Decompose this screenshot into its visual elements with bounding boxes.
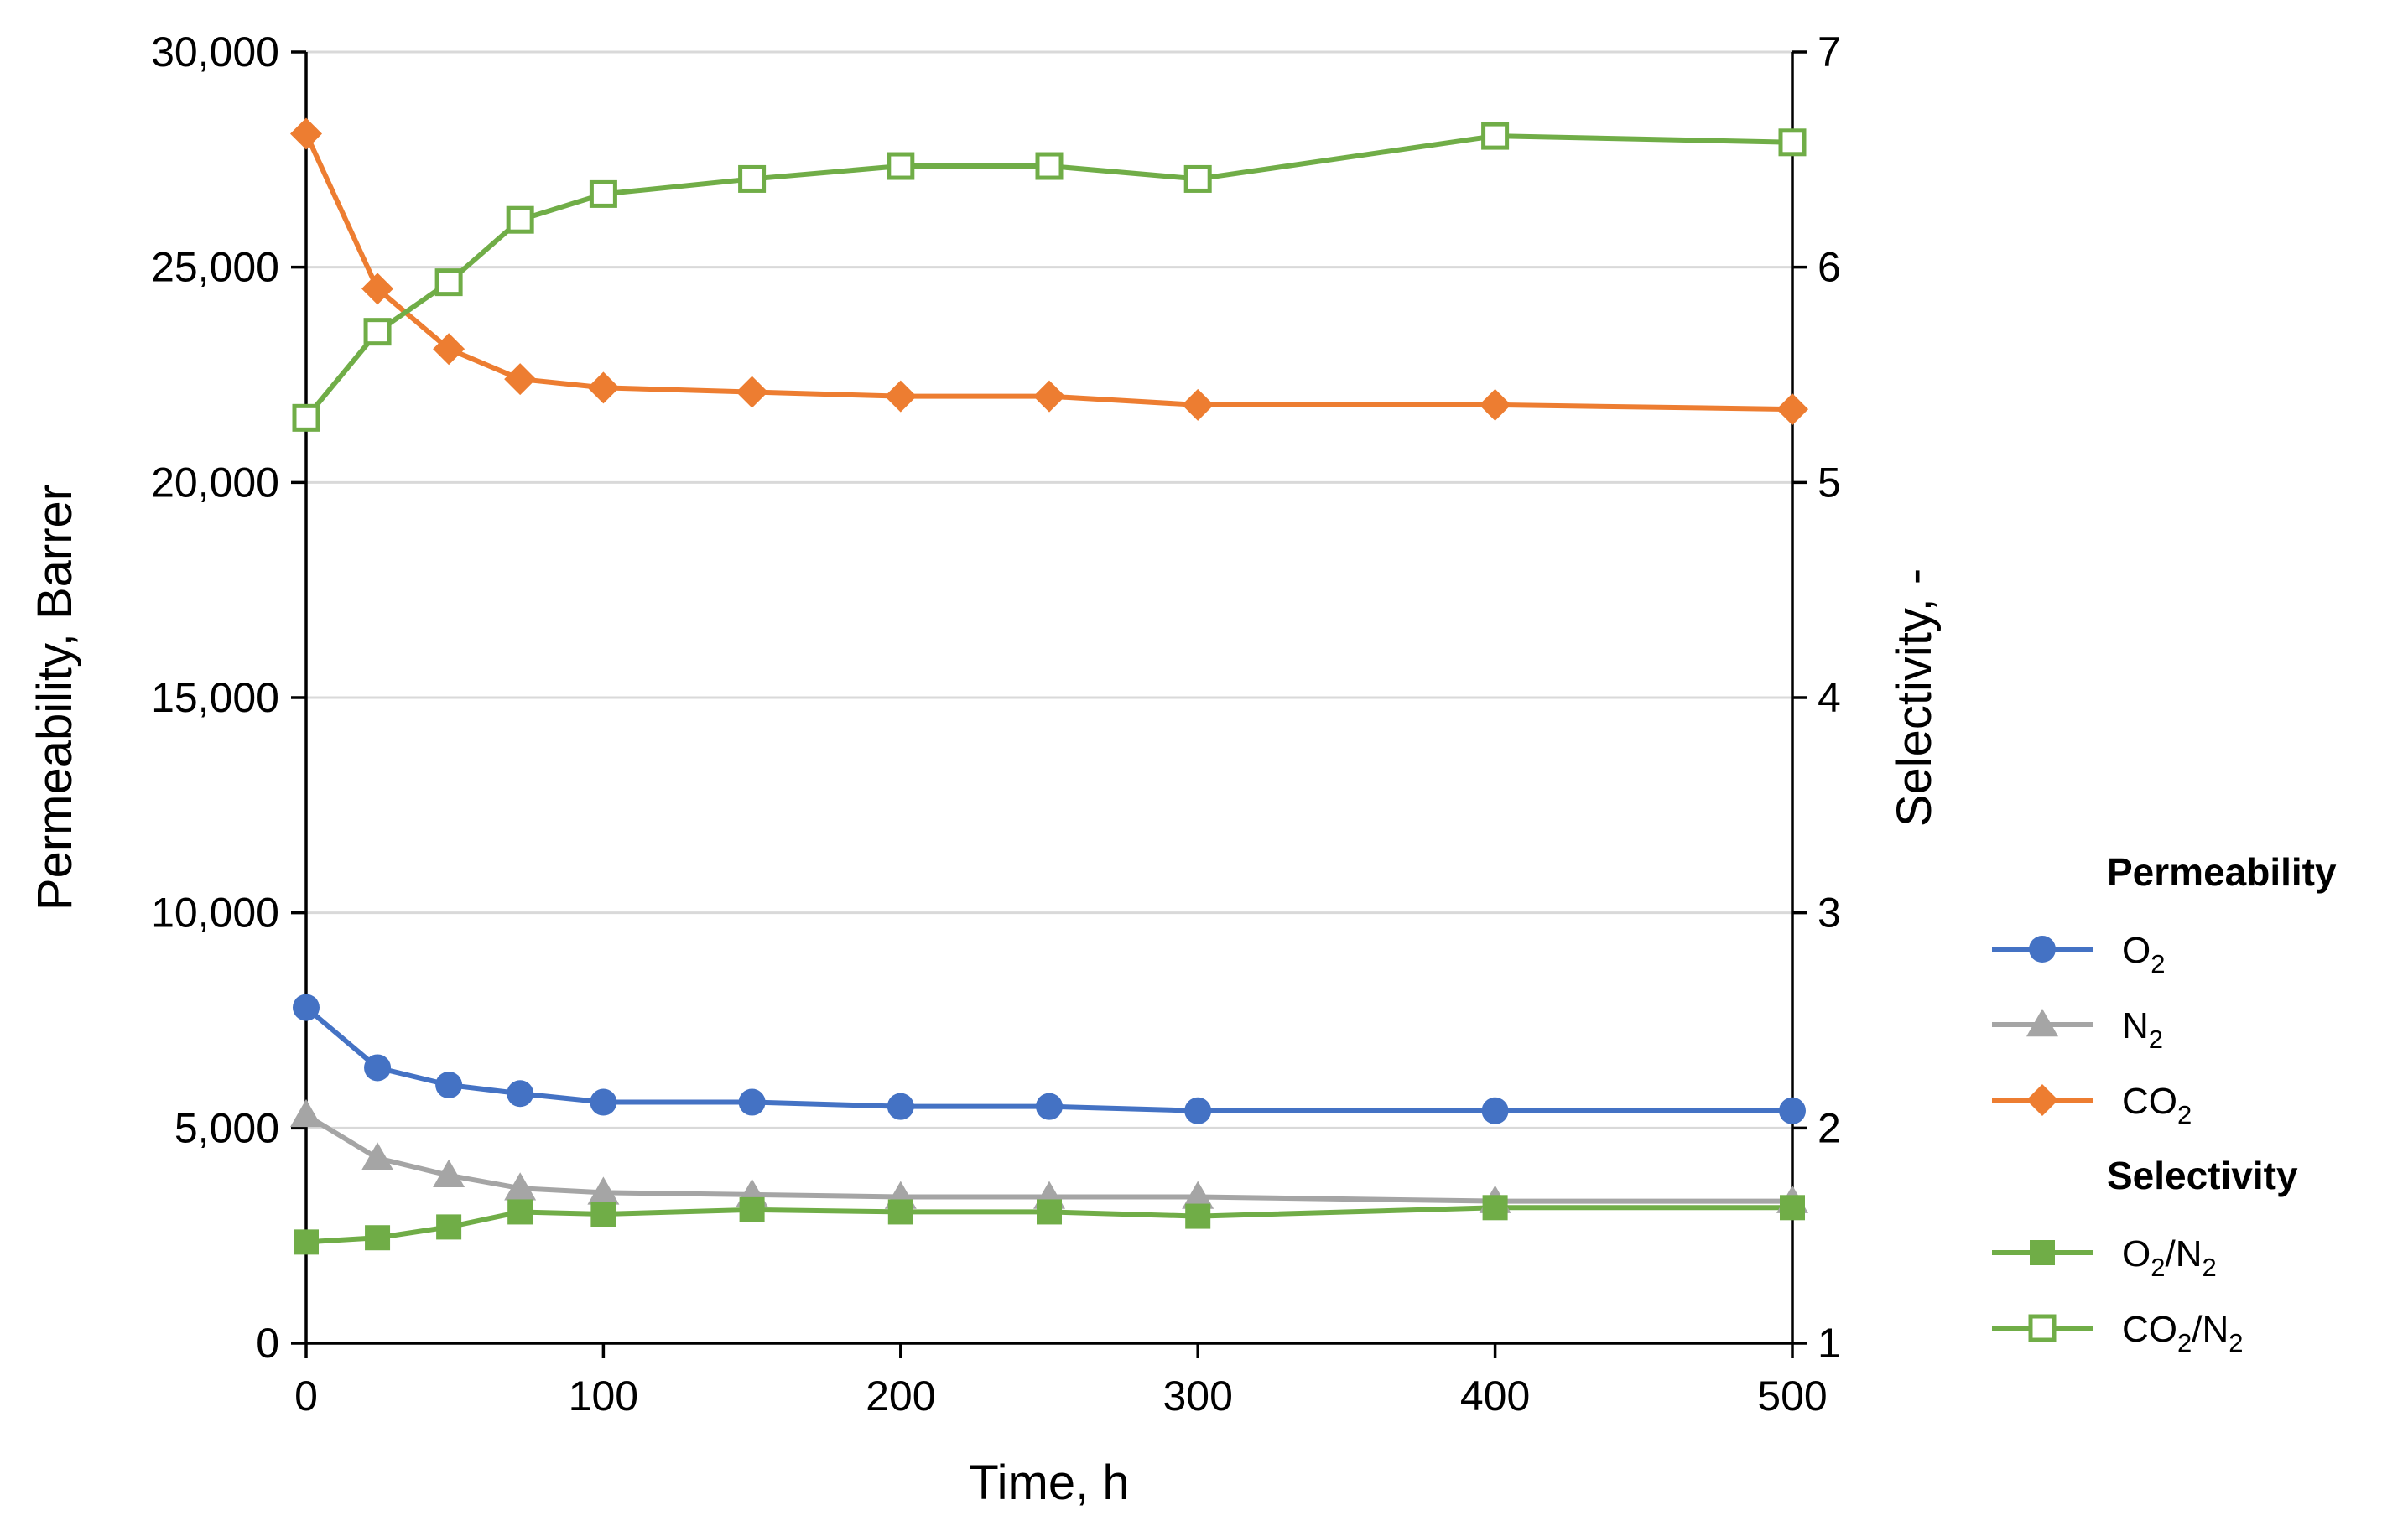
legend-o2-marker	[2029, 936, 2056, 963]
x-axis-title: Time, h	[969, 1456, 1129, 1510]
y-right-tick-label: 1	[1818, 1320, 1841, 1367]
axes	[291, 50, 1807, 1358]
o2n2-point	[365, 1225, 391, 1251]
co2-point	[433, 333, 465, 366]
co2n2-point	[887, 152, 915, 180]
co2-point	[504, 363, 537, 396]
y-right-tick-label: 3	[1818, 890, 1841, 937]
co2-point	[361, 272, 394, 305]
x-tick-label: 300	[1162, 1373, 1232, 1420]
y-right-tick-label: 5	[1818, 459, 1841, 506]
co2-point	[736, 376, 768, 408]
y-right-tick-label: 6	[1818, 244, 1841, 291]
x-tick-label: 400	[1460, 1373, 1530, 1420]
y-axis-left-title: Permeability, Barrer	[28, 485, 82, 911]
o2-point	[435, 1072, 463, 1098]
o2n2-point	[436, 1214, 462, 1240]
co2-point	[587, 371, 620, 404]
co2n2-point	[1183, 164, 1212, 193]
y-right-tick-label: 4	[1818, 674, 1841, 721]
o2n2-point	[590, 1202, 616, 1227]
o2n2-point	[739, 1196, 765, 1222]
o2-point	[507, 1080, 534, 1108]
co2-point	[290, 117, 322, 150]
x-tick-label: 100	[569, 1373, 638, 1420]
x-tick-label: 200	[866, 1373, 935, 1420]
y-left-tick-label: 25,000	[151, 244, 279, 291]
y-right-tick-label: 2	[1818, 1104, 1841, 1151]
legend-o2n2-marker	[2030, 1240, 2055, 1265]
o2-point	[1779, 1097, 1806, 1124]
n2-point	[361, 1142, 394, 1170]
n2-point	[433, 1159, 465, 1188]
co2n2-point	[589, 179, 617, 208]
o2n2-point	[887, 1199, 913, 1225]
co2-point	[884, 380, 917, 413]
n2-point	[504, 1172, 537, 1201]
x-tick-label: 0	[294, 1373, 318, 1420]
y-left-tick-label: 30,000	[151, 29, 279, 75]
o2n2-point	[1780, 1195, 1805, 1221]
n2-point	[290, 1098, 322, 1128]
legend-n2-marker	[2026, 1009, 2058, 1037]
o2n2-point	[507, 1199, 533, 1225]
co2-point	[1033, 380, 1065, 413]
legend-co2-marker	[2026, 1084, 2058, 1116]
series-markers	[290, 117, 1808, 1255]
o2n2-point	[1185, 1203, 1211, 1229]
co2n2-point	[738, 164, 767, 193]
o2-point	[293, 994, 320, 1021]
co2-point	[1479, 388, 1511, 421]
co2n2-point	[1481, 122, 1510, 150]
o2-point	[887, 1093, 914, 1120]
o2-point	[1184, 1097, 1212, 1124]
y-left-tick-label: 10,000	[151, 890, 279, 937]
legend-co2n2-label: CO2/N2	[2122, 1309, 2244, 1357]
co2n2-point	[434, 268, 463, 297]
o2-point	[364, 1054, 392, 1082]
o2n2-point	[1037, 1199, 1062, 1225]
gridlines	[306, 50, 1792, 1129]
y-right-tick-label: 7	[1818, 29, 1841, 75]
n2-point	[1182, 1181, 1214, 1209]
legend-group-title: Permeability	[2107, 850, 2337, 894]
legend: Permeability O2 N2 CO2 Selectivity O2/N2 CO2/N…	[1992, 850, 2337, 1357]
o2-point	[1481, 1097, 1509, 1124]
legend-o2-label: O2	[2122, 930, 2165, 978]
o2-point	[1036, 1093, 1063, 1120]
co2-point	[1182, 388, 1214, 421]
y-left-tick-label: 0	[256, 1320, 279, 1367]
co2n2-point	[1778, 128, 1807, 157]
y-axis-right-title: Selectivity, -	[1887, 568, 1942, 827]
n2-point	[587, 1176, 620, 1205]
series-lines	[304, 132, 1793, 1245]
y-left-tick-label: 5,000	[174, 1104, 279, 1151]
legend-co2-label: CO2	[2122, 1081, 2192, 1129]
axis-titles: Time, h Permeability, Barrer Selectivity, …	[28, 485, 1942, 1510]
o2-point	[590, 1088, 617, 1116]
legend-group-title: Selectivity	[2107, 1154, 2298, 1197]
y-left-tick-label: 15,000	[151, 674, 279, 721]
y-left-tick-label: 20,000	[151, 459, 279, 506]
co2n2-point	[1035, 152, 1064, 180]
o2-point	[738, 1088, 766, 1116]
co2-point	[1776, 393, 1808, 426]
x-tick-label: 500	[1757, 1373, 1827, 1420]
co2n2-point	[292, 403, 320, 432]
legend-n2-label: N2	[2122, 1005, 2163, 1054]
tick-labels: 0 5,000 10,000 15,000 20,000 25,000 30,000 1 2 3 4…	[151, 29, 1841, 1420]
o2n2-point	[294, 1229, 319, 1255]
o2n2-point	[1482, 1195, 1508, 1221]
co2n2-point	[363, 318, 392, 346]
co2n2-point	[506, 205, 534, 234]
legend-co2n2-marker	[2028, 1314, 2057, 1342]
legend-o2n2-label: O2/N2	[2122, 1233, 2217, 1282]
